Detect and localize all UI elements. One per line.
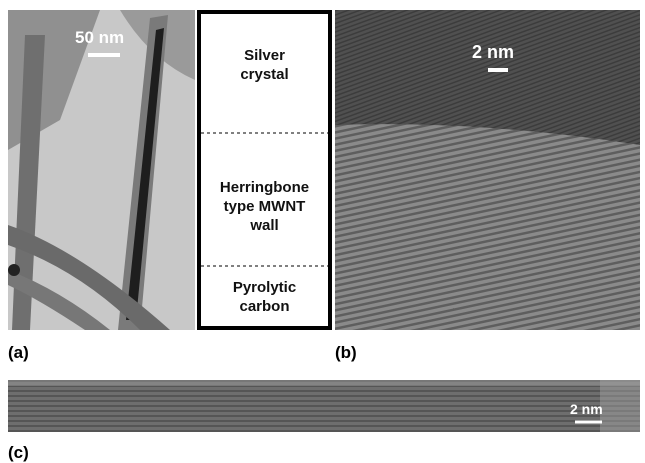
layer-label: Silver crystal xyxy=(199,46,330,84)
text-line: type MWNT xyxy=(223,198,306,215)
text-line: crystal xyxy=(240,66,289,83)
scale-bar-label: 50 nm xyxy=(75,28,125,47)
text-line: wall xyxy=(250,217,279,234)
schematic-box xyxy=(197,10,332,330)
panel-label: (c) xyxy=(8,443,29,462)
text-line: Silver xyxy=(244,47,285,64)
panel-label: (b) xyxy=(335,343,357,362)
layer-label: Pyrolytic carbon xyxy=(199,278,330,316)
scale-bar-label: 2 nm xyxy=(570,401,603,417)
panel-c-image xyxy=(8,380,640,432)
panel-label: (a) xyxy=(8,343,29,362)
panel-b-image xyxy=(335,10,640,331)
layer-label: Herringbone type MWNT wall xyxy=(199,178,330,235)
scale-bar-label: 2 nm xyxy=(472,42,515,62)
panel-a-image xyxy=(8,10,195,330)
schematic-text: Silver crystal Herringbone type MWNT wal… xyxy=(199,12,330,328)
text-line: carbon xyxy=(239,298,290,315)
text-line: Pyrolytic xyxy=(232,279,297,296)
text-line: Herringbone xyxy=(219,179,310,196)
